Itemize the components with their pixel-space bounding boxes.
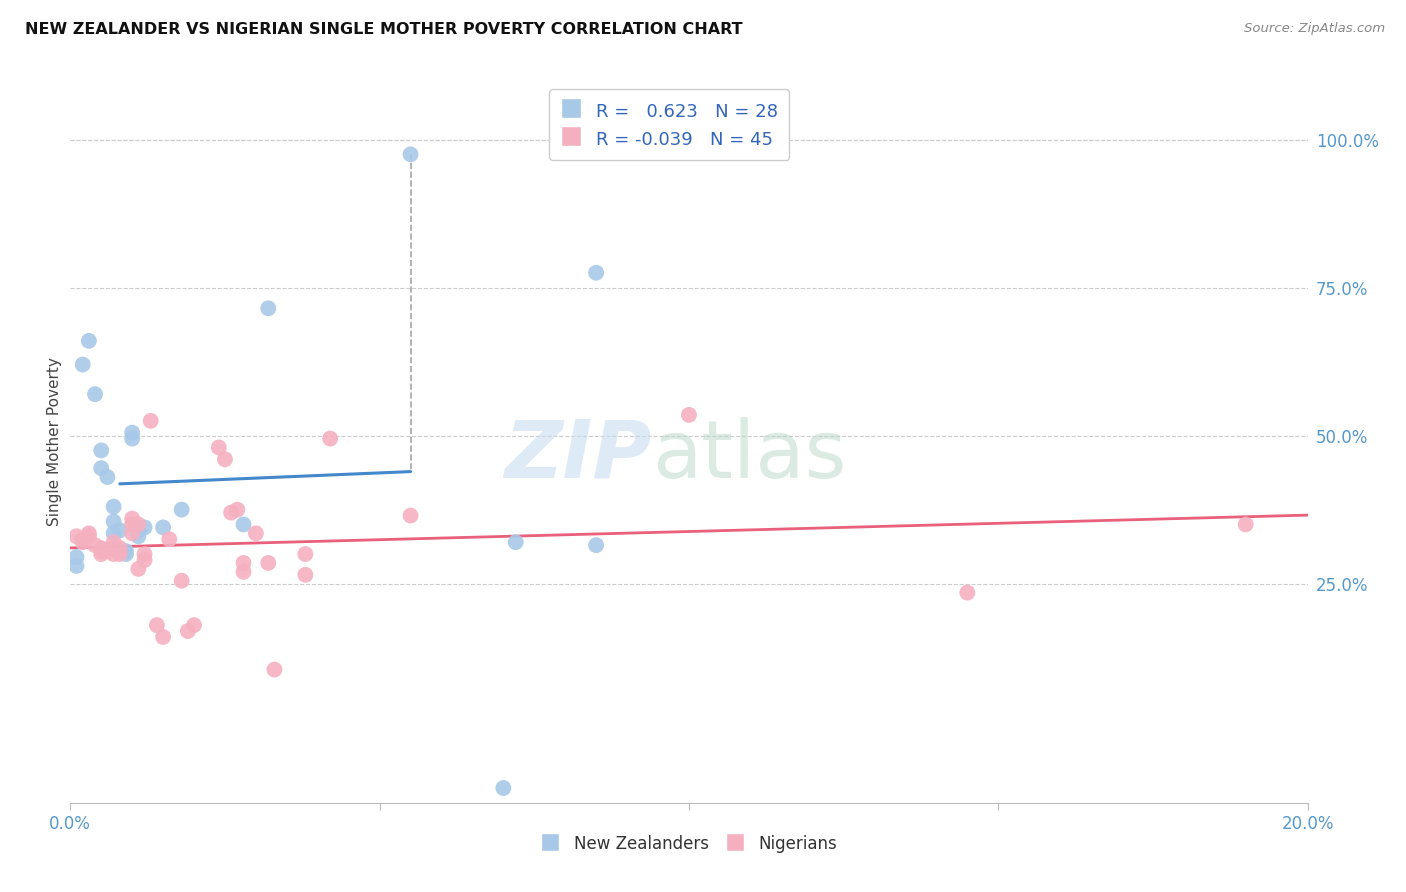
Point (208, 441, 231, 455)
Point (72, 535, 94, 549)
Point (103, 547, 125, 561)
Point (170, 574, 193, 588)
Point (103, 515, 125, 529)
Point (152, 630, 174, 644)
Point (65, 549, 87, 564)
Point (1234, 517, 1257, 532)
Point (146, 618, 169, 632)
Point (134, 553, 156, 567)
Point (214, 452, 236, 467)
Point (96, 544, 118, 558)
Point (134, 547, 156, 561)
Point (139, 414, 162, 428)
Point (585, 266, 607, 280)
Point (152, 520, 174, 534)
Point (956, 585, 979, 599)
Point (108, 541, 131, 556)
Point (121, 425, 143, 440)
Point (294, 547, 316, 561)
Point (121, 432, 143, 446)
Point (121, 511, 143, 525)
Text: NEW ZEALANDER VS NIGERIAN SINGLE MOTHER POVERTY CORRELATION CHART: NEW ZEALANDER VS NIGERIAN SINGLE MOTHER … (25, 22, 742, 37)
Point (678, 408, 700, 422)
Point (226, 502, 249, 516)
Point (127, 529, 149, 543)
Point (108, 524, 131, 538)
Point (127, 517, 149, 532)
Point (257, 301, 280, 316)
Point (319, 432, 342, 446)
Point (90, 443, 112, 458)
Point (90, 541, 112, 556)
Point (72, 358, 94, 372)
Text: atlas: atlas (652, 417, 846, 495)
Point (90, 547, 112, 561)
Point (399, 147, 422, 161)
Point (65, 558, 87, 573)
Point (84, 538, 107, 552)
Point (65, 529, 87, 543)
Text: Source: ZipAtlas.com: Source: ZipAtlas.com (1244, 22, 1385, 36)
Point (103, 500, 125, 514)
Point (263, 663, 285, 677)
Point (90, 461, 112, 475)
Point (232, 556, 254, 570)
Legend: New Zealanders, Nigerians: New Zealanders, Nigerians (534, 828, 844, 860)
Point (177, 624, 200, 638)
Point (183, 618, 205, 632)
Point (399, 508, 422, 523)
Point (77, 334, 100, 348)
Point (157, 533, 180, 547)
Point (134, 520, 156, 534)
Point (585, 538, 607, 552)
Point (245, 526, 267, 541)
Point (90, 544, 112, 558)
Point (103, 526, 125, 541)
Text: ZIP: ZIP (505, 417, 652, 495)
Point (219, 506, 242, 520)
Point (115, 544, 138, 558)
Point (257, 556, 280, 570)
Y-axis label: Single Mother Poverty: Single Mother Poverty (46, 357, 62, 526)
Point (96, 470, 118, 484)
Point (492, 780, 515, 795)
Point (127, 562, 149, 576)
Point (232, 517, 254, 532)
Point (108, 547, 131, 561)
Point (72, 533, 94, 547)
Point (294, 567, 316, 582)
Point (77, 526, 100, 541)
Point (170, 502, 193, 516)
Point (103, 541, 125, 556)
Point (127, 524, 149, 538)
Point (505, 535, 527, 549)
Point (103, 535, 125, 549)
Point (77, 529, 100, 543)
Point (121, 526, 143, 541)
Point (121, 517, 143, 532)
Point (115, 547, 138, 561)
Point (232, 565, 254, 579)
Point (84, 387, 107, 401)
